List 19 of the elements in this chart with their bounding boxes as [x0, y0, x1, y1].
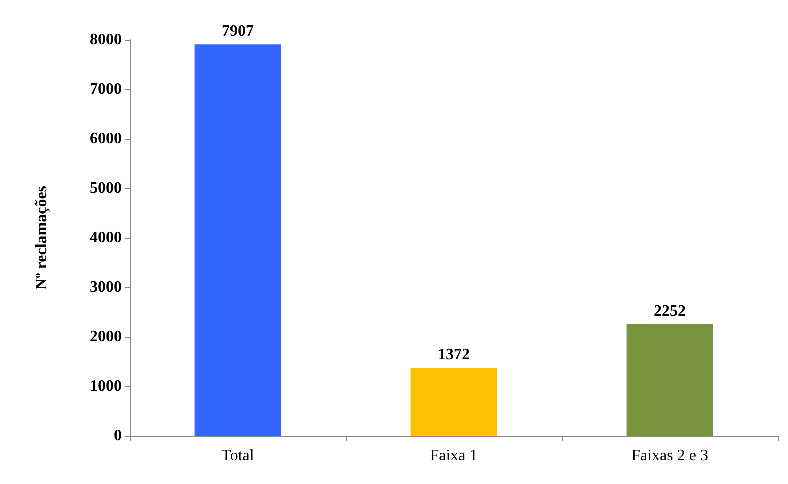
- bar: [194, 44, 282, 436]
- x-tick-label: Faixas 2 e 3: [632, 448, 708, 464]
- y-tick-label: 8000: [90, 32, 122, 48]
- y-tick-label: 0: [114, 428, 122, 444]
- y-tick-label: 3000: [90, 279, 122, 296]
- x-tick-label: Faixa 1: [430, 448, 478, 464]
- bar: [626, 324, 714, 436]
- bar: [410, 368, 498, 436]
- y-tick-label: 2000: [90, 328, 122, 346]
- data-label: 7907: [222, 23, 254, 40]
- y-tick-label: 5000: [90, 180, 122, 197]
- data-label: 2252: [654, 303, 686, 320]
- y-tick-label: 1000: [90, 378, 122, 395]
- y-tick-label: 4000: [90, 230, 122, 246]
- x-tick-label: Total: [222, 448, 255, 464]
- data-label: 1372: [438, 346, 470, 364]
- y-axis-title: Nº reclamações: [34, 186, 50, 290]
- y-tick-label: 7000: [90, 81, 122, 98]
- y-tick-label: 6000: [90, 130, 122, 148]
